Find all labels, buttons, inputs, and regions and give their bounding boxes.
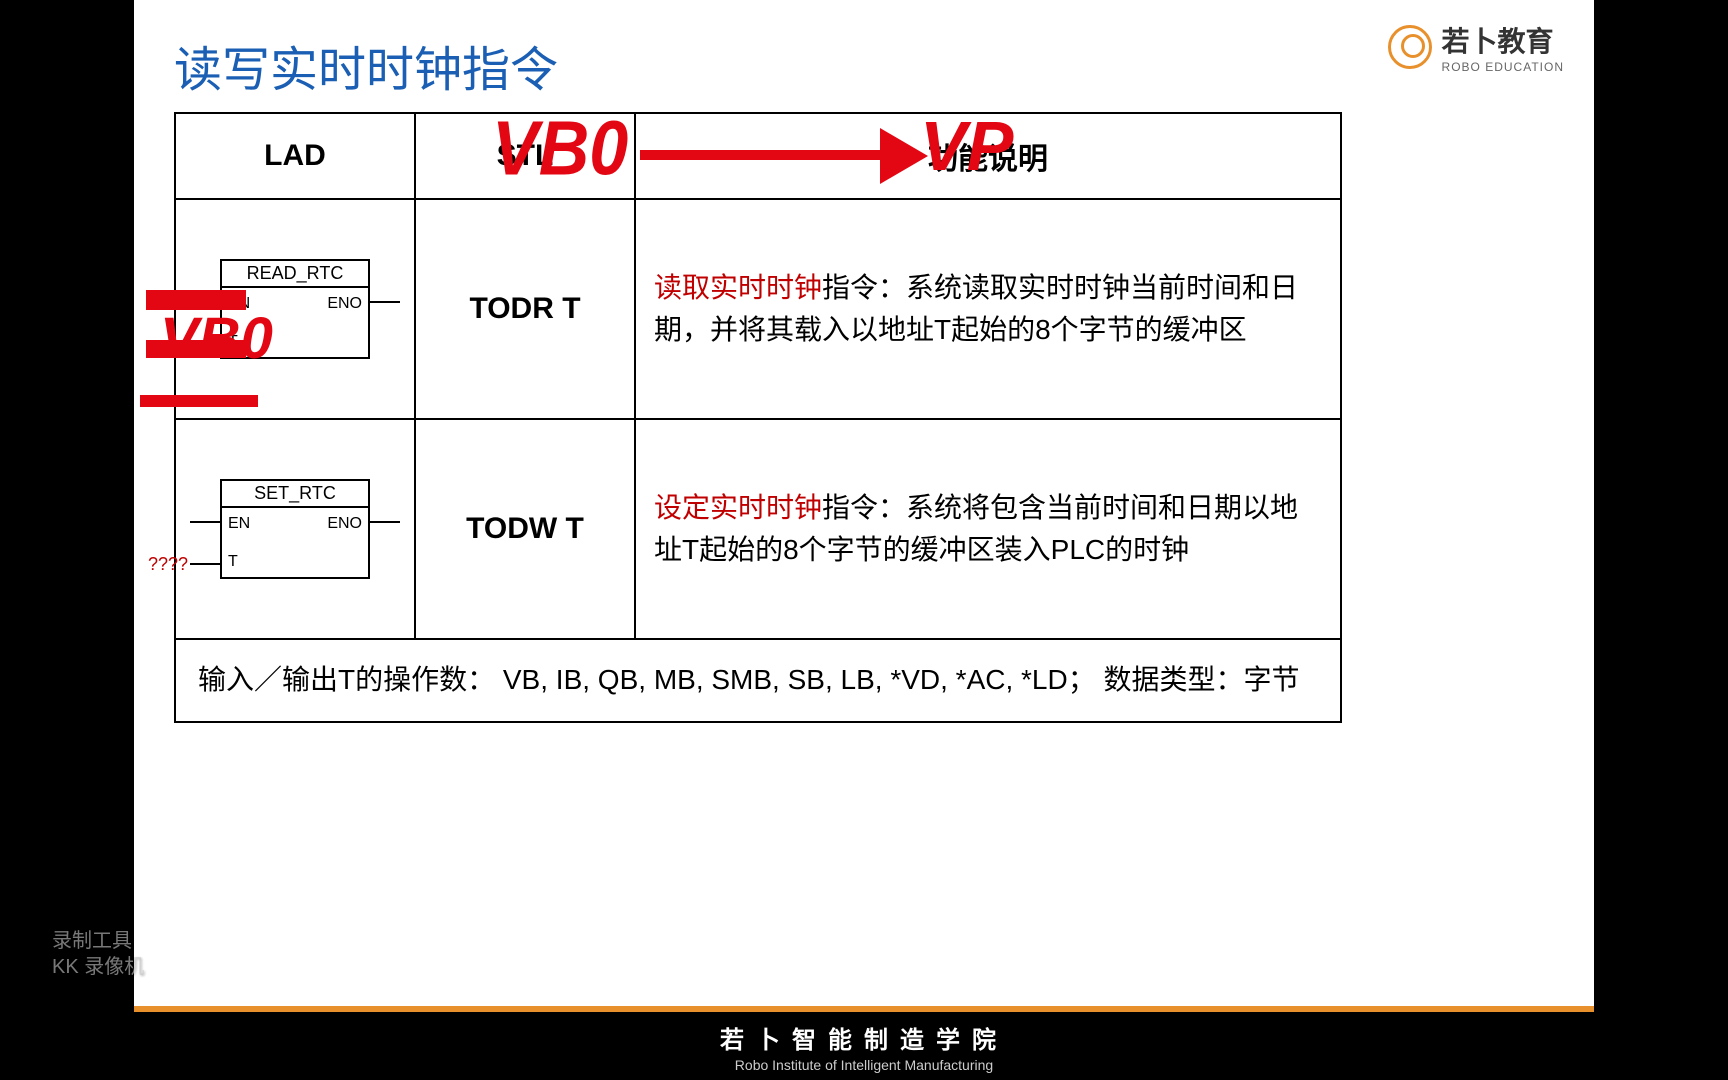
footer-cn: 若卜智能制造学院 <box>720 1020 1008 1055</box>
desc-read: 读取实时时钟指令：系统读取实时时钟当前时间和日期，并将其载入以地址T起始的8个字… <box>635 199 1341 419</box>
lad-eno: ENO <box>327 295 362 313</box>
logo-en: ROBO EDUCATION <box>1442 60 1564 74</box>
row-read-rtc: READ_RTC EN ENO T TODR T 读取实时时钟指令：系统读取实时… <box>175 199 1341 419</box>
stl-read: TODR T <box>415 199 635 419</box>
lad-eno2: ENO <box>327 515 362 533</box>
brand-logo: 若卜教育 ROBO EDUCATION <box>1388 20 1564 74</box>
lad-box-read: READ_RTC EN ENO T <box>220 259 370 359</box>
logo-cn: 若卜教育 <box>1442 20 1564 60</box>
lad-name-read: READ_RTC <box>222 261 368 288</box>
slide: 读写实时时钟指令 若卜教育 ROBO EDUCATION LAD STL 功能说… <box>134 0 1594 1080</box>
th-desc: 功能说明 <box>635 113 1341 199</box>
logo-text: 若卜教育 ROBO EDUCATION <box>1442 20 1564 74</box>
watermark-l2: KK 录像机 <box>52 954 144 980</box>
lad-t2: T <box>228 553 238 571</box>
row-set-rtc: ???? SET_RTC EN ENO T TODW T 设定实时时钟指令：系统… <box>175 419 1341 639</box>
operand-text: 输入／输出T的操作数： VB, IB, QB, MB, SMB, SB, LB,… <box>175 639 1341 722</box>
lad-en2: EN <box>228 515 250 533</box>
header-row: LAD STL 功能说明 <box>175 113 1341 199</box>
recorder-watermark: 录制工具 KK 录像机 <box>52 928 144 980</box>
logo-icon <box>1388 25 1432 69</box>
desc-red-read: 读取实时时钟 <box>654 272 822 303</box>
lad-q: ???? <box>148 554 188 575</box>
operand-row: 输入／输出T的操作数： VB, IB, QB, MB, SMB, SB, LB,… <box>175 639 1341 722</box>
lad-t: T <box>228 333 238 351</box>
watermark-l1: 录制工具 <box>52 928 144 954</box>
lad-box-set: ???? SET_RTC EN ENO T <box>220 479 370 579</box>
footer-bar: 若卜智能制造学院 Robo Institute of Intelligent M… <box>134 1006 1594 1080</box>
lad-read: READ_RTC EN ENO T <box>175 199 415 419</box>
th-lad: LAD <box>175 113 415 199</box>
th-stl: STL <box>415 113 635 199</box>
page-title: 读写实时时钟指令 <box>174 30 558 100</box>
desc-red-set: 设定实时时钟 <box>654 492 822 523</box>
stl-set: TODW T <box>415 419 635 639</box>
lad-name-set: SET_RTC <box>222 481 368 508</box>
instruction-table: LAD STL 功能说明 READ_RTC EN ENO T TODR T 读取… <box>174 112 1342 723</box>
lad-en: EN <box>228 295 250 313</box>
footer-en: Robo Institute of Intelligent Manufactur… <box>735 1057 993 1073</box>
lad-set: ???? SET_RTC EN ENO T <box>175 419 415 639</box>
desc-set: 设定实时时钟指令：系统将包含当前时间和日期以地址T起始的8个字节的缓冲区装入PL… <box>635 419 1341 639</box>
